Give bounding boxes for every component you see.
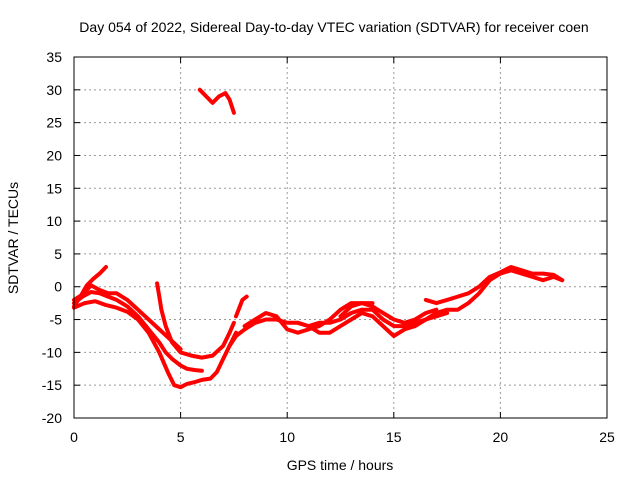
- chart-title: Day 054 of 2022, Sidereal Day-to-day VTE…: [79, 19, 588, 35]
- series-line-track-11: [423, 265, 565, 306]
- y-tick-label-5: 5: [54, 246, 62, 262]
- grid-lines: [74, 57, 607, 418]
- series-line-track-5: [155, 281, 236, 360]
- series-line-track-7: [227, 307, 450, 348]
- y-tick-label-30: 30: [46, 82, 62, 98]
- series-line-track-4: [72, 283, 183, 352]
- y-tick-label--10: -10: [42, 344, 62, 360]
- series-line-track-10: [295, 268, 565, 338]
- y-tick-label-25: 25: [46, 115, 62, 131]
- axis-ticks: 0 5 10 15 20 25 -20 -15 -10 -5 0 5 10 15 20 25 30 35: [42, 49, 615, 445]
- y-tick-label--5: -5: [50, 312, 63, 328]
- x-tick-label-0: 0: [70, 429, 78, 445]
- x-tick-label-15: 15: [386, 429, 402, 445]
- x-tick-label-10: 10: [279, 429, 295, 445]
- series-line-track-2: [72, 299, 238, 390]
- x-tick-label-25: 25: [599, 429, 615, 445]
- y-tick-label-20: 20: [46, 147, 62, 163]
- x-axis-label: GPS time / hours: [287, 457, 394, 473]
- series-line-track-12: [338, 301, 375, 319]
- x-tick-label-20: 20: [493, 429, 509, 445]
- plot-frame: [73, 56, 608, 419]
- series-line-track-8: [234, 294, 249, 319]
- y-axis-label: SDTVAR / TECUs: [5, 182, 21, 294]
- series-line-track-6: [197, 87, 236, 115]
- series-line-track-3: [72, 290, 204, 373]
- y-tick-label--20: -20: [42, 410, 62, 426]
- data-series: [72, 87, 565, 390]
- x-tick-label-5: 5: [177, 429, 185, 445]
- y-tick-label-0: 0: [54, 279, 62, 295]
- series-line-track-9: [242, 301, 439, 335]
- y-tick-label-35: 35: [46, 49, 62, 65]
- y-tick-label-10: 10: [46, 213, 62, 229]
- y-tick-label--15: -15: [42, 377, 62, 393]
- y-tick-label-15: 15: [46, 180, 62, 196]
